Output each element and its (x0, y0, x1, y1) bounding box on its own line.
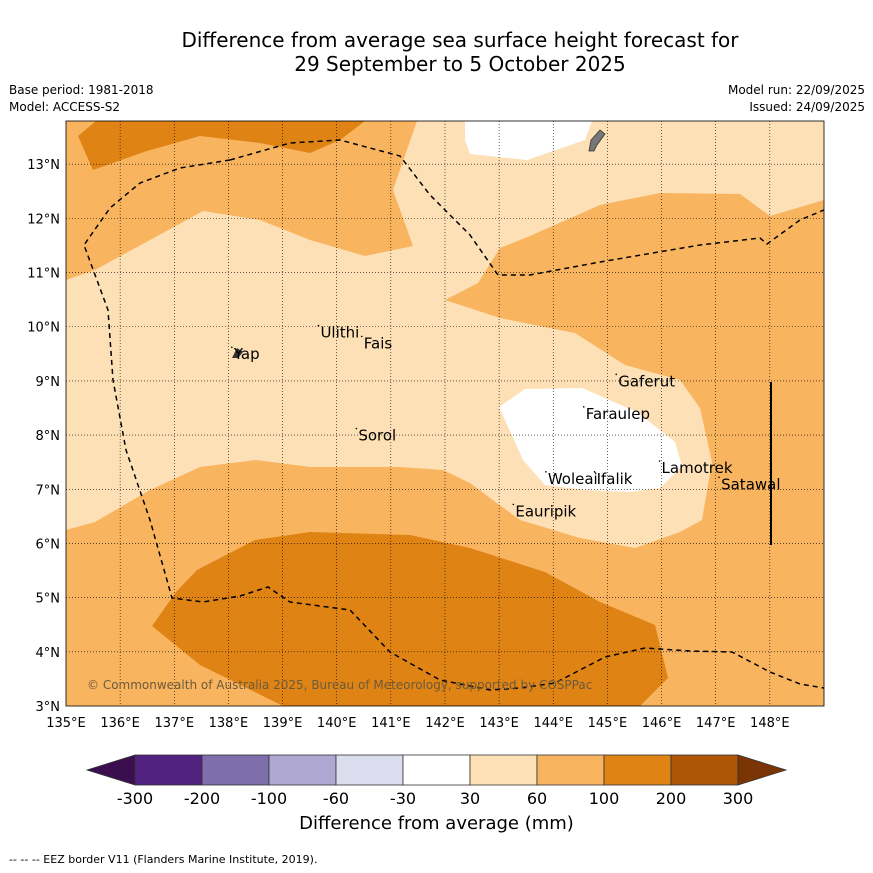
colorbar (85, 754, 788, 786)
island-marker (231, 346, 233, 349)
lon-tick-label: 146°E (642, 716, 682, 731)
lat-tick-label: 3°N (36, 700, 61, 715)
lat-tick-label: 11°N (27, 267, 60, 282)
place-label: Lamotrek (662, 459, 733, 477)
yap-island-icon (232, 348, 243, 358)
lon-tick-label: 148°E (750, 716, 790, 731)
island-marker (360, 335, 363, 338)
axis-labels: 135°E 136°E 137°E 138°E 139°E 140°E 141°E 142°E… (27, 158, 789, 731)
island-marker (355, 427, 358, 430)
colorbar-segment (268, 754, 337, 786)
colorbar-tick-label: -300 (116, 789, 154, 808)
place-label: Fais (364, 334, 393, 352)
place-label: Ifalik (597, 470, 633, 488)
lat-tick-label: 8°N (36, 429, 61, 444)
colorbar-tick-label: -200 (183, 789, 221, 808)
anomaly-100-200-south (152, 532, 668, 706)
base-period: Base period: 1981-2018 (9, 83, 154, 97)
colorbar-segment (201, 754, 270, 786)
island-marker (593, 471, 596, 473)
island-marker (658, 460, 661, 462)
lat-tick-label: 12°N (27, 212, 60, 227)
eez-border-west (83, 159, 824, 691)
colorbar-tick-label: -60 (322, 789, 350, 808)
colorbar-segment (469, 754, 538, 786)
colorbar-tick-label: 30 (459, 789, 481, 808)
colorbar-tick-label: 60 (526, 789, 548, 808)
lon-tick-label: 141°E (371, 716, 411, 731)
title-line-2: 29 September to 5 October 2025 (294, 52, 626, 76)
lon-tick-label: 142°E (425, 716, 465, 731)
gridlines (66, 121, 824, 706)
anomaly-100-200-north (78, 121, 365, 170)
colorbar-tick-label: 200 (655, 789, 687, 808)
colorbar-segment (335, 754, 404, 786)
colorbar-segment (402, 754, 471, 786)
colorbar-extend-high (737, 754, 788, 786)
colorbar-segment (670, 754, 739, 786)
lat-tick-label: 7°N (36, 483, 61, 498)
lat-tick-label: 6°N (36, 537, 61, 552)
place-label: Sorol (358, 427, 396, 445)
title-line-1: Difference from average sea surface heig… (181, 28, 739, 52)
place-label: Eauripik (515, 502, 576, 520)
place-label: Satawal (721, 475, 780, 493)
lon-tick-label: 144°E (533, 716, 573, 731)
place-label: Woleai (548, 470, 598, 488)
anomaly-m30-30-central (499, 388, 682, 492)
lat-tick-label: 5°N (36, 592, 61, 607)
eez-legend-note: -- -- -- EEZ border V11 (Flanders Marine… (9, 853, 318, 866)
lon-tick-label: 137°E (155, 716, 195, 731)
lon-tick-label: 147°E (696, 716, 736, 731)
lon-tick-label: 140°E (317, 716, 357, 731)
issued-date: Issued: 24/09/2025 (749, 100, 865, 114)
colorbar-tick-label: 100 (588, 789, 620, 808)
colorbar-tick-label: -100 (250, 789, 288, 808)
place-label: Faraulep (586, 405, 650, 423)
lat-tick-label: 4°N (36, 646, 61, 661)
place-label: Gaferut (618, 372, 675, 390)
place-labels: Ulithi Fais Yap Gaferut Faraulep Sorol Lamotre… (231, 324, 781, 520)
colorbar-tick-label: -30 (389, 789, 417, 808)
anomaly-m30-30-north (465, 121, 592, 160)
lon-tick-label: 143°E (479, 716, 519, 731)
island-marker (718, 476, 720, 479)
colorbar-segment (603, 754, 672, 786)
island-marker (512, 503, 515, 506)
island-marker (317, 324, 320, 327)
lon-tick-label: 136°E (100, 716, 140, 731)
guam-island-icon (588, 129, 606, 152)
lon-tick-label: 138°E (209, 716, 249, 731)
lon-tick-label: 145°E (588, 716, 628, 731)
colorbar-title: Difference from average (mm) (299, 813, 574, 834)
lat-tick-label: 13°N (27, 158, 60, 173)
island-marker (545, 471, 547, 473)
map-frame (65, 120, 825, 707)
place-label: Yap (233, 345, 260, 363)
place-label: Ulithi (320, 324, 359, 342)
colorbar-segment (134, 754, 203, 786)
lat-tick-label: 10°N (27, 321, 60, 336)
model-name: Model: ACCESS-S2 (9, 100, 121, 114)
lon-tick-label: 135°E (46, 716, 86, 731)
lat-tick-label: 9°N (36, 375, 61, 390)
colorbar-extend-low (85, 754, 136, 786)
colorbar-segment (536, 754, 605, 786)
colorbar-tick-label: 300 (722, 789, 754, 808)
eez-border-north (229, 139, 824, 276)
copyright-notice: © Commonwealth of Australia 2025, Bureau… (87, 678, 593, 692)
island-marker (615, 373, 618, 376)
island-marker (582, 406, 585, 408)
model-run: Model run: 22/09/2025 (727, 83, 865, 97)
lon-tick-label: 139°E (263, 716, 303, 731)
